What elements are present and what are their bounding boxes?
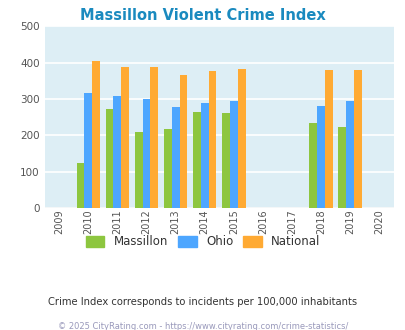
Bar: [353, 70, 361, 208]
Bar: [316, 106, 324, 208]
Bar: [337, 127, 345, 208]
Bar: [150, 67, 158, 208]
Bar: [113, 96, 121, 208]
Text: Crime Index corresponds to incidents per 100,000 inhabitants: Crime Index corresponds to incidents per…: [48, 297, 357, 307]
Bar: [324, 70, 332, 208]
Bar: [192, 112, 200, 208]
Bar: [345, 101, 353, 208]
Bar: [163, 129, 171, 208]
Bar: [76, 163, 84, 208]
Legend: Massillon, Ohio, National: Massillon, Ohio, National: [81, 231, 324, 253]
Bar: [134, 132, 142, 208]
Bar: [92, 61, 100, 208]
Bar: [142, 99, 150, 208]
Text: Massillon Violent Crime Index: Massillon Violent Crime Index: [80, 8, 325, 23]
Bar: [208, 71, 216, 208]
Bar: [121, 67, 129, 208]
Bar: [237, 69, 245, 208]
Bar: [229, 101, 237, 208]
Bar: [105, 109, 113, 208]
Bar: [171, 107, 179, 208]
Bar: [179, 75, 187, 208]
Bar: [309, 123, 316, 208]
Bar: [222, 113, 229, 208]
Bar: [200, 103, 208, 208]
Bar: [84, 93, 92, 208]
Text: © 2025 CityRating.com - https://www.cityrating.com/crime-statistics/: © 2025 CityRating.com - https://www.city…: [58, 322, 347, 330]
